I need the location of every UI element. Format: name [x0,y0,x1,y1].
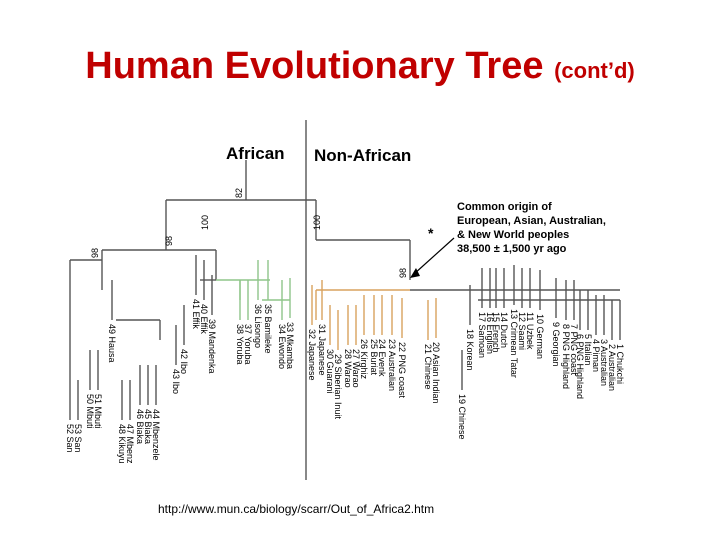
leaf-label: 19 Chinese [457,394,467,440]
source-url: http://www.mun.ca/biology/scarr/Out_of_A… [158,502,435,516]
leaf-label: 43 Ibo [171,369,181,394]
leaf-label: 42 Ibo [179,349,189,374]
bootstrap-98-right: 98 [398,268,408,278]
leaf-label: 30 Guarani [325,349,335,394]
leaf-label: 40 Effik [199,304,209,334]
leaf-label: 8 PNG Highland [561,324,571,389]
leaf-label: 39 Mandenka [207,319,217,374]
leaf-label: 35 Bamileke [263,304,273,354]
leaf-label: 2 Australian [607,344,617,391]
group-label-african: African [226,144,285,163]
annotation-line-1: Common origin of [457,201,552,213]
bootstrap-98-mid: 98 [164,236,174,246]
annotation-line-3: & New World peoples [457,229,569,241]
annotation-arrow [410,237,455,278]
leaf-label: 44 Mbenzele [151,409,161,461]
leaf-label: 1 Chukchi [615,344,625,384]
leaf-label: 53 San [73,424,83,453]
leaf-label: 28 Warao [343,349,353,388]
leaf-label: 13 Crimean Tatar [509,309,519,378]
leaf-label: 14 Dutch [499,312,509,348]
leaf-label: 37 Yoruba [243,324,253,365]
leaf-label: 38 Yoruba [235,324,245,365]
bootstrap-100-left: 100 [200,215,210,230]
leaf-label: 24 Evenk [377,339,387,377]
leaf-label: 47 Mbenz [125,424,135,464]
leaf-label: 18 Korean [465,329,475,371]
leaf-label: 3 Australian [599,339,609,386]
leaf-label: 7 PNG coast [569,324,579,376]
leaf-label: 48 Kikuyu [117,424,127,464]
title-sub: (cont’d) [554,58,635,83]
leaf-label: 26 Kirghiz [359,339,369,380]
leaf-label: 51 Mbuti [93,394,103,429]
leaf-label: 11 Uzbek [525,312,535,350]
group-label-non-african: Non-African [314,146,411,165]
leaf-label: 34 Ewondo [277,324,287,369]
leaf-label: 41 Effik [191,299,201,329]
leaf-label: 32 Japanese [307,329,317,381]
title-main: Human Evolutionary Tree [85,45,544,87]
leaf-label: 46 Biaka [135,409,145,444]
annotation-line-4: 38,500 ± 1,500 yr ago [457,243,567,255]
leaf-label: 49 Hausa [107,324,117,363]
leaf-label: 36 Lisongo [253,304,263,348]
leaf-label: 16 English [485,312,495,354]
tree-branches [69,120,621,480]
slide-title: Human Evolutionary Tree (cont’d) [0,40,720,97]
leaf-label: 52 San [65,424,75,453]
leaf-label: 5 Italian [583,334,593,366]
leaf-label: 23 Australian [387,339,397,391]
leaf-label: 15 French [491,312,501,353]
annotation-marker: * [428,225,434,241]
leaf-label: 25 Buriat [369,339,379,376]
leaf-label: 20 Asian Indian [431,342,441,404]
leaf-label: 33 Mkamba [285,322,295,369]
annotation-line-2: European, Asian, Australian, [457,215,606,227]
leaf-label: 22 PNG coast [397,342,407,399]
leaf-label: 27 Warao [351,349,361,388]
leaf-label: 21 Chinese [423,344,433,390]
leaf-label: 12 Saami [517,312,527,350]
leaf-label: 9 Georgian [551,322,561,367]
bootstrap-100-right: 100 [312,215,322,230]
bootstrap-82: 82 [234,188,244,198]
leaf-label: 50 Mbuti [85,394,95,429]
leaf-label: 45 Biaka [143,409,153,444]
leaf-label: 17 Samoan [477,312,487,358]
leaf-label: 29 Siberian Inuit [333,354,343,420]
leaf-label: 10 German [535,314,545,359]
leaf-label: 4 Piman [591,339,601,372]
leaf-label: 6 PNG Highland [575,334,585,399]
leaf-label: 31 Japanese [317,324,327,376]
bootstrap-98-left: 98 [90,248,100,258]
